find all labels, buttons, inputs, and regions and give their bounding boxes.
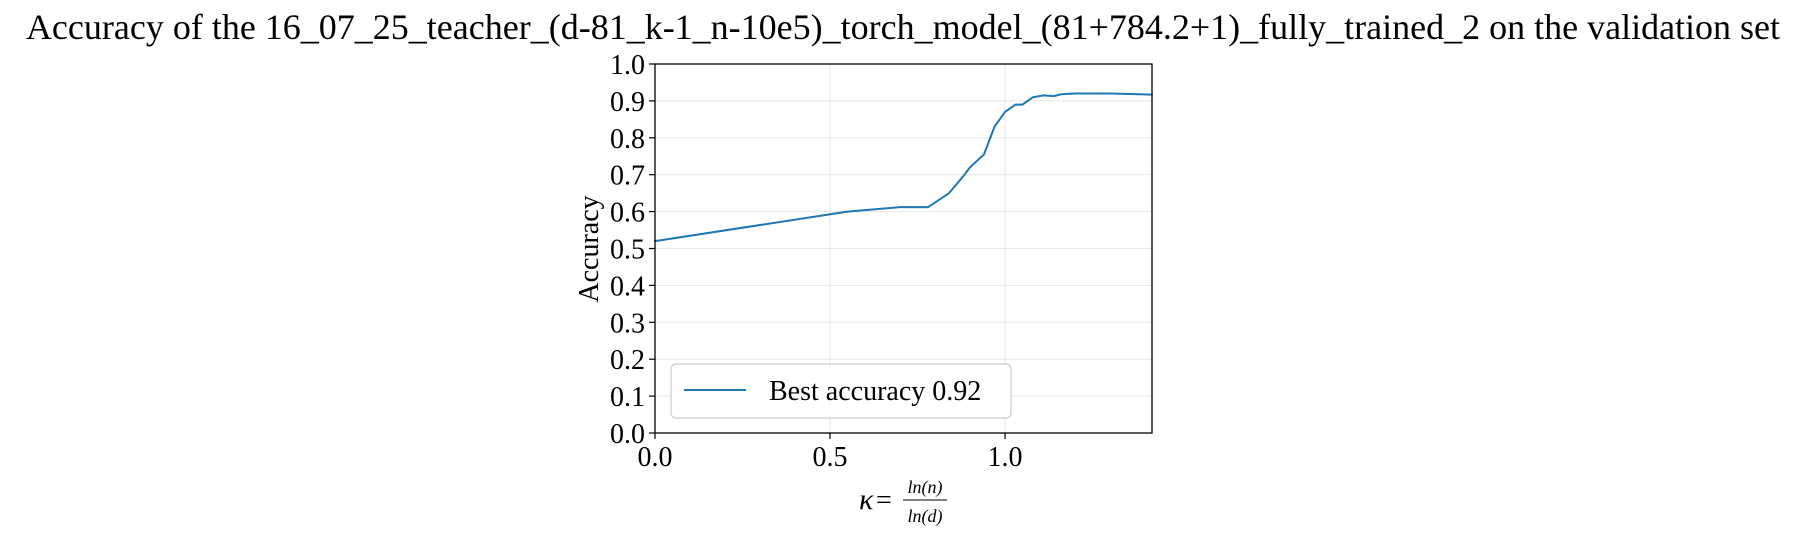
y-tick-label: 0.2 bbox=[610, 345, 645, 376]
x-axis-symbol: κ bbox=[859, 483, 874, 516]
legend-box bbox=[670, 363, 1012, 419]
ticks: 0.0 0.1 0.2 0.3 0.4 0.5 0.6 0.7 0.8 0.9 1.0 0.0 0.5 1… bbox=[610, 50, 1023, 473]
x-axis-label: κ = ln(n) ln(d) bbox=[859, 477, 947, 527]
x-axis-numerator: ln(n) bbox=[908, 477, 943, 498]
y-tick-label: 0.6 bbox=[610, 198, 645, 229]
y-tick-label: 0.7 bbox=[610, 161, 645, 192]
series-layer bbox=[654, 92, 1153, 243]
y-tick-label: 0.9 bbox=[610, 87, 645, 118]
y-tick-label: 0.0 bbox=[610, 419, 645, 450]
x-tick-label: 1.0 bbox=[988, 442, 1023, 473]
x-axis-equals: = bbox=[876, 485, 892, 516]
y-axis-label: Accuracy bbox=[574, 195, 605, 302]
y-tick-label: 0.4 bbox=[610, 271, 645, 302]
chart-title: Accuracy of the 16_07_25_teacher_(d-81_k… bbox=[26, 7, 1780, 47]
series-line bbox=[654, 92, 1153, 243]
x-axis-denominator: ln(d) bbox=[908, 506, 943, 527]
y-tick-label: 1.0 bbox=[610, 50, 645, 81]
y-tick-label: 0.8 bbox=[610, 124, 645, 155]
y-tick-label: 0.1 bbox=[610, 382, 645, 413]
y-tick-label: 0.5 bbox=[610, 235, 645, 266]
y-tick-label: 0.3 bbox=[610, 308, 645, 339]
legend: Best accuracy 0.92 bbox=[670, 363, 1012, 419]
x-tick-label: 0.0 bbox=[638, 442, 673, 473]
x-tick-label: 0.5 bbox=[813, 442, 848, 473]
legend-label: Best accuracy 0.92 bbox=[769, 376, 981, 407]
